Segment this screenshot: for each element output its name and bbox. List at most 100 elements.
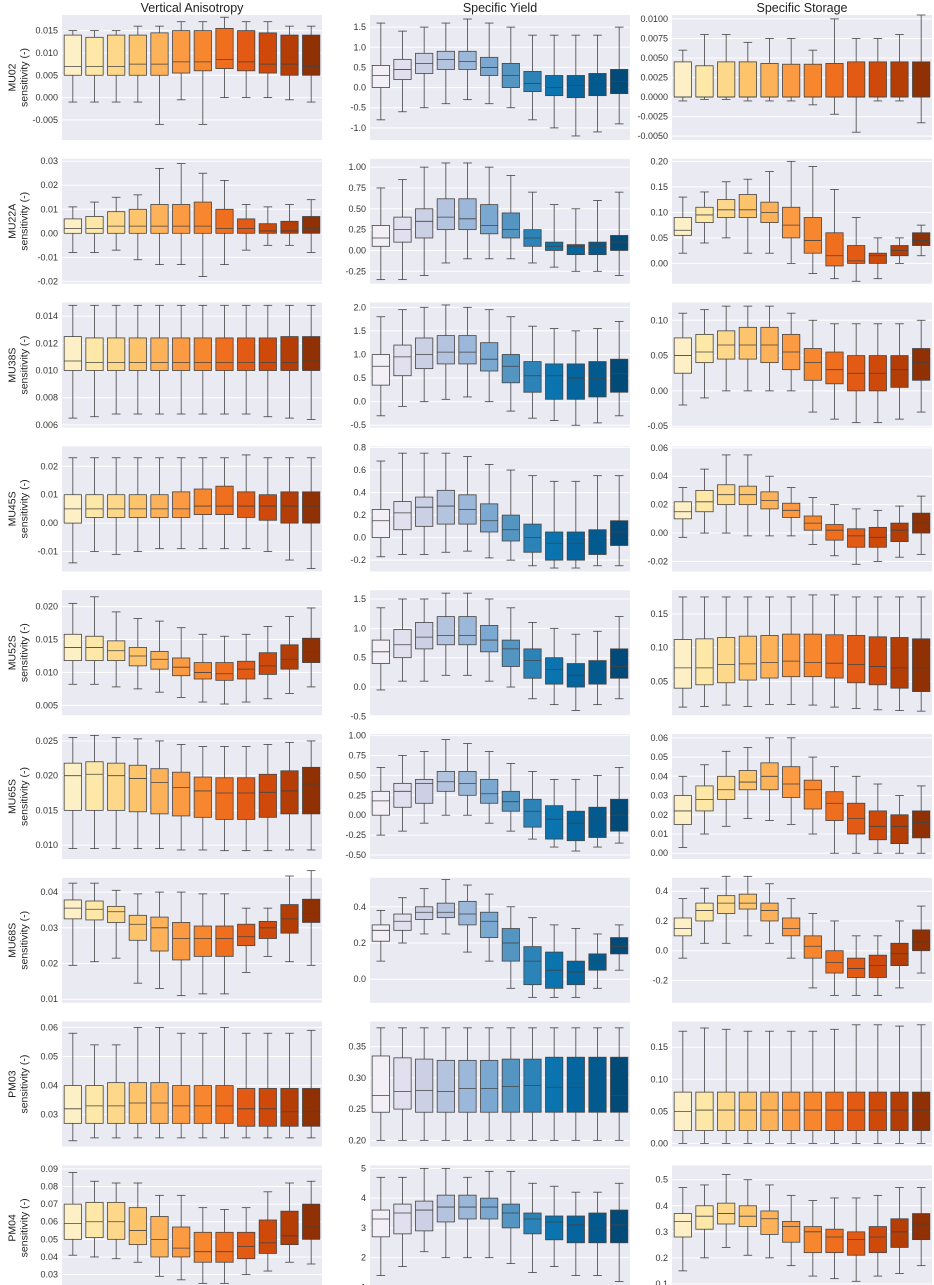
box <box>803 1091 822 1131</box>
box <box>393 1203 412 1235</box>
y-tick-label: 0.07 <box>40 1199 58 1209</box>
box <box>868 252 887 264</box>
box <box>280 770 299 815</box>
well-name: MU65S <box>6 779 18 814</box>
panel-background <box>62 590 322 716</box>
y-tick-label: 1.00 <box>348 731 366 741</box>
box <box>172 30 191 74</box>
box <box>912 1213 931 1241</box>
y-tick-label: 3 <box>361 1223 366 1233</box>
box <box>458 50 477 70</box>
y-tick-label: 0.014 <box>35 311 58 321</box>
panel-background <box>672 1021 932 1147</box>
box <box>193 776 212 818</box>
box <box>588 1056 607 1113</box>
panel-background <box>370 302 630 428</box>
y-tick-label: 0.02 <box>40 180 58 190</box>
box <box>371 65 390 88</box>
box <box>890 814 909 845</box>
ylabel-suffix: sensitivity (-) <box>19 623 31 682</box>
y-tick-label: 1.5 <box>353 326 366 336</box>
y-tick-label: 0.0 <box>353 397 366 407</box>
y-tick-label: 0.05 <box>650 233 668 243</box>
box <box>825 950 844 974</box>
box <box>803 779 822 810</box>
box <box>673 61 692 98</box>
box <box>523 1212 542 1235</box>
ylabel-suffix: sensitivity (-) <box>19 1198 31 1257</box>
box <box>480 56 499 76</box>
box <box>237 923 256 947</box>
box <box>673 217 692 236</box>
ylabel-suffix: sensitivity (-) <box>19 1055 31 1114</box>
box <box>738 893 757 910</box>
box <box>501 1203 520 1229</box>
row-label: MU68Ssensitivity (-) <box>6 911 30 970</box>
box <box>128 34 147 76</box>
box <box>215 208 234 234</box>
box <box>85 635 104 661</box>
box <box>695 333 714 364</box>
box <box>501 212 520 239</box>
box <box>63 762 82 811</box>
box <box>868 954 887 978</box>
y-tick-label: -0.02 <box>37 276 58 286</box>
y-tick-label: 0.04 <box>40 1081 58 1091</box>
y-tick-label: 0.03 <box>650 791 668 801</box>
box <box>912 348 931 381</box>
box <box>847 528 866 548</box>
box <box>717 1091 736 1131</box>
box <box>480 1059 499 1113</box>
panel-background <box>370 590 630 716</box>
box <box>172 337 191 371</box>
box <box>717 199 736 218</box>
y-tick-label: 0.0 <box>353 533 366 543</box>
y-tick-label: 0.05 <box>40 1234 58 1244</box>
box <box>215 662 234 681</box>
column-title: Specific Yield <box>463 1 537 15</box>
box <box>237 491 256 518</box>
y-tick-label: 0.0050 <box>640 53 668 63</box>
box <box>588 361 607 398</box>
y-tick-label: 0.00 <box>650 1138 668 1148</box>
box <box>150 650 169 670</box>
box <box>215 777 234 820</box>
well-name: MU68S <box>6 923 18 958</box>
y-tick-label: 0.020 <box>35 602 58 612</box>
y-tick-label: 0.0100 <box>640 14 668 24</box>
y-tick-label: 2.0 <box>353 302 366 312</box>
box <box>150 916 169 952</box>
box <box>890 355 909 388</box>
box <box>825 1091 844 1131</box>
y-tick-label: 0.005 <box>35 70 58 80</box>
box <box>302 766 321 815</box>
y-tick-label: -0.01 <box>37 252 58 262</box>
y-tick-label: 5 <box>361 1163 366 1173</box>
box <box>673 917 692 937</box>
box <box>258 223 277 234</box>
box <box>302 1088 321 1127</box>
box <box>825 1228 844 1254</box>
y-tick-label: 0.0000 <box>640 92 668 102</box>
box <box>847 245 866 264</box>
box <box>847 957 866 978</box>
y-tick-label: 1.5 <box>353 22 366 32</box>
box <box>588 953 607 971</box>
box <box>172 204 191 234</box>
box <box>480 625 499 653</box>
box <box>717 775 736 800</box>
box <box>912 638 931 692</box>
box <box>172 1226 191 1258</box>
box <box>150 337 169 371</box>
y-tick-label: 0.3 <box>655 1227 668 1237</box>
y-tick-label: 1 <box>361 1282 366 1285</box>
box <box>193 30 212 72</box>
y-tick-label: 0.06 <box>650 733 668 743</box>
y-tick-label: 0.006 <box>35 420 58 430</box>
y-tick-label: 0.00 <box>650 258 668 268</box>
box <box>890 1218 909 1248</box>
row-label: MU02sensitivity (-) <box>6 48 30 107</box>
box <box>480 503 499 533</box>
y-tick-label: 0.008 <box>35 393 58 403</box>
